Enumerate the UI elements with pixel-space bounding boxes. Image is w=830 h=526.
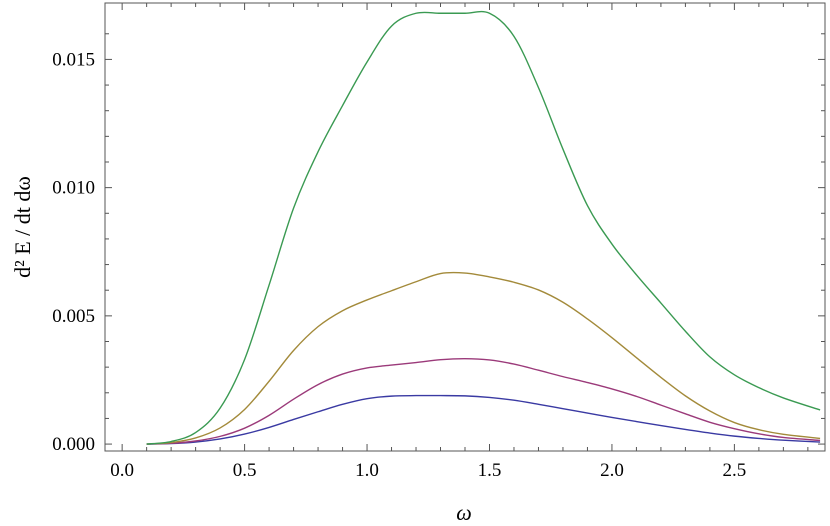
y-tick-label: 0.000 — [52, 434, 95, 455]
plot-frame — [104, 2, 826, 452]
series-line-2 — [146, 357, 821, 445]
y-axis: 0.000 0.005 0.010 0.015 — [52, 33, 825, 455]
x-axis-title: ω — [456, 500, 472, 525]
x-tick-label: 0.0 — [110, 460, 134, 481]
x-tick-label: 1.0 — [355, 460, 379, 481]
series-group — [146, 10, 821, 445]
series-line-1 — [146, 394, 821, 445]
y-tick-label: 0.015 — [52, 49, 95, 70]
series-line-4 — [146, 10, 821, 445]
x-tick-label: 2.0 — [600, 460, 624, 481]
x-axis: 0.0 0.5 1.0 1.5 2.0 2.5 — [110, 3, 809, 481]
plot-area: 0.0 0.5 1.0 1.5 2.0 2.5 0.000 0.005 0.010 0.015 — [52, 2, 826, 481]
x-tick-label: 1.5 — [478, 460, 502, 481]
x-tick-label: 0.5 — [233, 460, 257, 481]
x-tick-label: 2.5 — [723, 460, 747, 481]
y-tick-label: 0.010 — [52, 178, 95, 199]
y-tick-label: 0.005 — [52, 306, 95, 327]
series-line-3 — [146, 271, 821, 445]
y-axis-title: d² E / dt dω — [10, 176, 35, 278]
